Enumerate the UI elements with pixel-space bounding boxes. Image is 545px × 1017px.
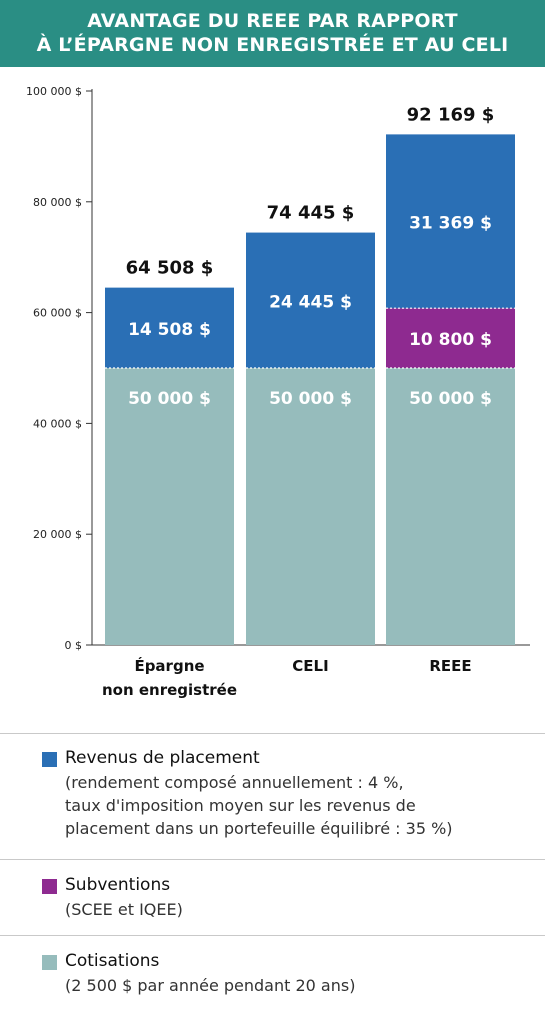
- legend-title-cotisations: Cotisations: [65, 951, 160, 971]
- legend-swatch-cotisations: [42, 955, 57, 970]
- bar-segment: [105, 287, 234, 368]
- legend-separator: [0, 859, 545, 860]
- y-tick-label: 80 000 $: [33, 196, 82, 209]
- legend-note-line: (SCEE et IQEE): [65, 900, 183, 919]
- y-tick-label: 40 000 $: [33, 417, 82, 430]
- legend-note-subventions: (SCEE et IQEE): [65, 898, 183, 921]
- legend-swatch-subventions: [42, 879, 57, 894]
- bar-value-label: 50 000 $: [269, 389, 352, 409]
- legend-note-line: taux d'imposition moyen sur les revenus …: [65, 796, 416, 815]
- y-tick-label: 100 000 $: [26, 85, 82, 98]
- x-category-label: Épargne: [134, 656, 204, 675]
- stacked-bar-chart: 0 $ 20 000 $ 40 000 $ 60 000 $ 80 000 $ 100 0…: [26, 85, 530, 699]
- y-tick-label: 20 000 $: [33, 528, 82, 541]
- x-category-label: non enregistrée: [102, 681, 237, 699]
- bar-total-label: 74 445 $: [267, 203, 355, 224]
- legend-note-revenus: (rendement composé annuellement : 4 %, t…: [65, 771, 453, 840]
- bar-total-label: 64 508 $: [126, 258, 214, 279]
- legend-swatch-revenus: [42, 752, 57, 767]
- bar-value-label: 24 445 $: [269, 292, 352, 312]
- legend-title-revenus: Revenus de placement: [65, 748, 260, 768]
- bar-value-label: 50 000 $: [409, 389, 492, 409]
- bar-value-label: 31 369 $: [409, 213, 492, 233]
- legend-title-subventions: Subventions: [65, 875, 171, 895]
- x-category-label: CELI: [292, 657, 328, 675]
- bar-segment: [386, 308, 515, 368]
- legend-separator: [0, 733, 545, 734]
- legend-note-line: (2 500 $ par année pendant 20 ans): [65, 976, 356, 995]
- bar-value-label: 14 508 $: [128, 320, 211, 340]
- chart-title-line-1: AVANTAGE DU REEE PAR RAPPORT: [87, 10, 458, 32]
- bar-segment: [246, 368, 375, 645]
- bar-segment: [246, 232, 375, 368]
- title-banner: AVANTAGE DU REEE PAR RAPPORT À L’ÉPARGNE…: [0, 0, 545, 67]
- x-category-label: REEE: [429, 657, 471, 675]
- bar-segment: [386, 368, 515, 645]
- bar-segment: [105, 368, 234, 645]
- bar-value-label: 10 800 $: [409, 330, 492, 350]
- legend-note-line: placement dans un portefeuille équilibré…: [65, 819, 453, 838]
- bar-value-label: 50 000 $: [128, 389, 211, 409]
- chart-title-line-2: À L’ÉPARGNE NON ENREGISTRÉE ET AU CELI: [36, 34, 509, 56]
- y-tick-label: 0 $: [65, 639, 83, 652]
- bar-total-label: 92 169 $: [407, 104, 495, 125]
- y-tick-label: 60 000 $: [33, 307, 82, 320]
- bar-segment: [386, 134, 515, 309]
- legend-note-line: (rendement composé annuellement : 4 %,: [65, 773, 404, 792]
- legend-separator: [0, 935, 545, 936]
- legend-note-cotisations: (2 500 $ par année pendant 20 ans): [65, 974, 355, 997]
